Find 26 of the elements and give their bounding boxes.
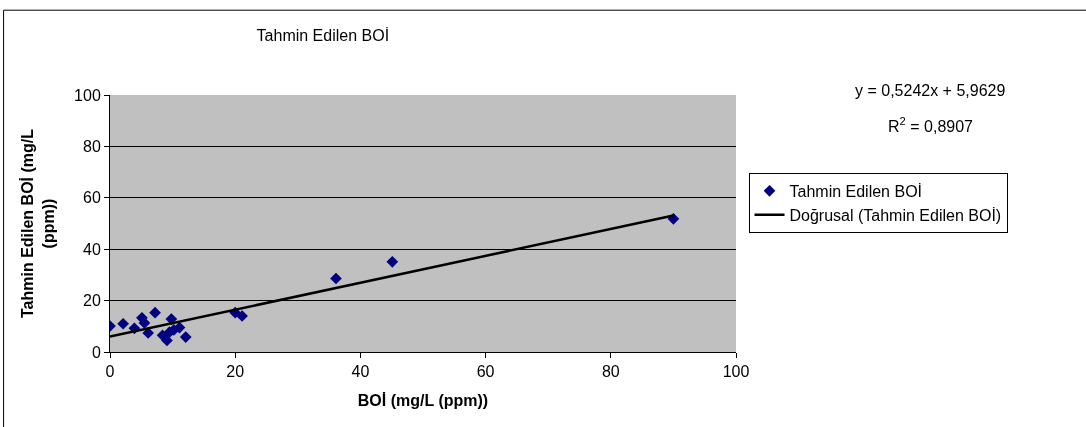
point (165, 313, 178, 325)
text: y = 0,5242x + 5,9629 (855, 82, 1006, 99)
legend-label: Tahmin Edilen BOİ (789, 182, 923, 201)
legend-label: Doğrusal (Tahmin Edilen BOİ) (789, 205, 1002, 224)
x-tick-label: 0 (105, 363, 115, 381)
x-tick-label: 20 (226, 363, 245, 381)
y-tick-label: 20 (83, 292, 101, 310)
point (386, 255, 399, 268)
x-tick-label: 60 (476, 363, 495, 381)
x-tick-label: 40 (351, 363, 370, 381)
point (149, 306, 161, 319)
y-tick-label: 40 (83, 240, 101, 258)
y-tick-label: 60 (83, 189, 101, 207)
y-tick-label: 0 (91, 343, 101, 361)
y-axis-title: Tahmin Edilen BOİ (mg/L (ppm)) (19, 128, 57, 319)
y-tick-label: 80 (83, 138, 101, 155)
point (330, 272, 342, 285)
y-tick-label: 100 (74, 86, 101, 104)
point (117, 317, 129, 330)
x-axis-title: BOİ (mg/L (ppm)) (357, 391, 489, 409)
x-tick-label: 80 (601, 363, 620, 381)
text: R$^{2}$ = 0,8907 (888, 115, 974, 135)
x-tick-label: 100 (722, 363, 750, 381)
point (142, 327, 155, 339)
point (179, 331, 192, 343)
chart-title: Tahmin Edilen BOİ (256, 26, 390, 45)
